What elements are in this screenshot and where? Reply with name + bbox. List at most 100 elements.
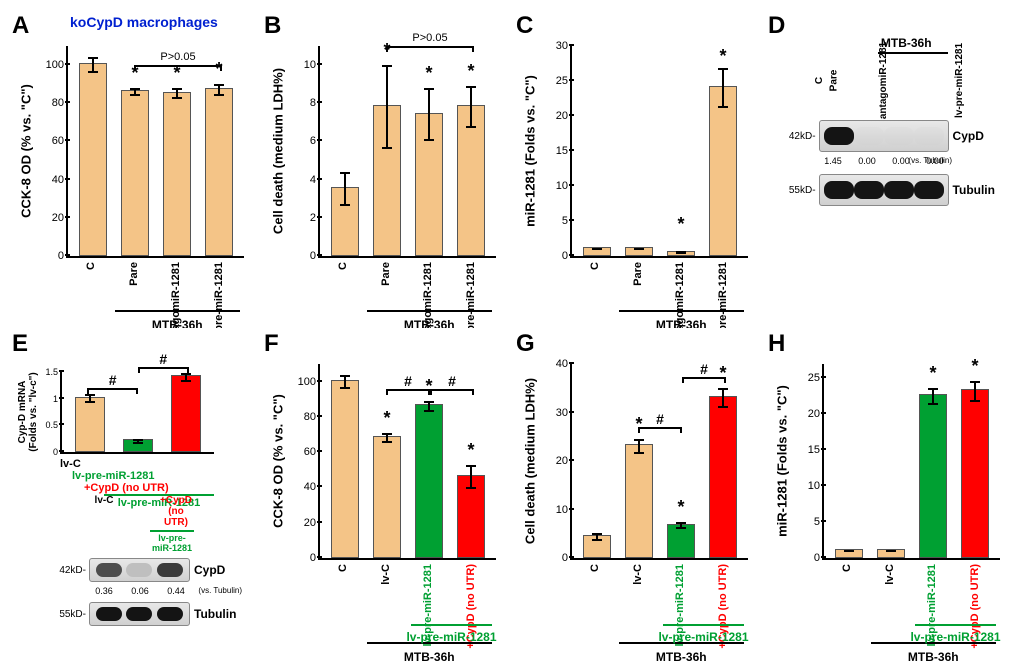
y-tick: 20 <box>304 517 320 529</box>
x-labels: CPareantagomiR-1281lv-pre-miR-1281MTB-36… <box>66 260 244 320</box>
bar-wrap: * <box>450 364 492 558</box>
panel-label: H <box>768 330 785 358</box>
panel-g: GCell death (medium LDH%)010203040***##C… <box>514 328 758 638</box>
group-bracket <box>367 310 492 318</box>
blot-band <box>854 181 884 199</box>
error-bar <box>974 381 976 403</box>
bar <box>171 375 202 452</box>
panel-label: F <box>264 330 279 358</box>
bar-wrap <box>870 364 912 558</box>
y-tick: 20 <box>556 455 572 467</box>
y-tick: 5 <box>814 516 824 528</box>
blot-row: 42kD-CypD <box>50 556 244 584</box>
chart-area: Cell death (medium LDH%)010203040***## <box>570 364 748 560</box>
error-bar <box>386 433 388 444</box>
x-labels: Clv-Clv-pre-miR-1281+CypD (no UTR)MTB-36… <box>822 562 1000 638</box>
subgroup-label: lv-pre-miR-1281 <box>910 630 1000 644</box>
blot-band <box>854 127 884 145</box>
y-axis-label: Cell death (medium LDH%) <box>523 378 538 544</box>
error-bar <box>470 465 472 490</box>
blot-band <box>914 127 944 145</box>
y-tick: 30 <box>556 40 572 52</box>
y-tick: 15 <box>808 444 824 456</box>
panel-h: HmiR-1281 (Folds vs. "C")0510152025**Clv… <box>766 328 1010 638</box>
bar <box>75 397 106 452</box>
bar <box>625 444 652 558</box>
significance-marker: * <box>467 61 474 82</box>
error-bar <box>185 373 187 382</box>
hash-marker: # <box>109 372 117 388</box>
bar-wrap: * <box>408 46 450 256</box>
significance-marker: * <box>929 363 936 384</box>
y-tick: 15 <box>556 145 572 157</box>
error-bar <box>596 533 598 541</box>
y-tick: 30 <box>556 407 572 419</box>
bar <box>205 88 232 256</box>
panel-e-blot: lv-C+CypD (no UTR)lv-pre-miR-128142kD-Cy… <box>50 495 244 634</box>
y-tick: 60 <box>52 135 68 147</box>
y-axis-label: Cyp-D mRNA(Folds vs. "lv-c") <box>17 372 39 452</box>
bar-wrap: * <box>114 46 156 256</box>
bar <box>121 90 148 256</box>
y-tick: 1.5 <box>45 367 62 377</box>
bar-wrap <box>618 46 660 256</box>
y-tick: 60 <box>304 446 320 458</box>
comparison-line: # <box>87 388 138 390</box>
y-axis-label: miR-1281 (Folds vs. "C") <box>523 75 538 227</box>
blot-kd: 55kD- <box>774 185 819 196</box>
bar-wrap <box>324 364 366 558</box>
panel-label: G <box>516 330 535 358</box>
blot-band <box>884 181 914 199</box>
hash-marker: # <box>700 361 708 377</box>
error-bar <box>428 88 430 141</box>
pval-text: P>0.05 <box>412 32 447 44</box>
y-tick: 10 <box>556 180 572 192</box>
significance-marker: * <box>971 356 978 377</box>
error-bar <box>218 84 220 95</box>
bar <box>709 86 736 256</box>
panel-e-chart: Cyp-D mRNA(Folds vs. "lv-c")00.511.5## <box>60 354 244 454</box>
panel-d: DCPareantagomiR-1281lv-pre-miR-1281MTB-3… <box>766 10 1010 320</box>
blot-wrap: CPareantagomiR-1281lv-pre-miR-1281MTB-36… <box>774 40 1002 214</box>
bar-wrap: * <box>618 364 660 558</box>
bar <box>163 92 190 256</box>
error-bar <box>722 388 724 407</box>
bar <box>415 404 442 558</box>
error-bar <box>932 388 934 405</box>
error-bar <box>890 550 892 551</box>
blot-row: 55kD-Tubulin <box>50 600 244 628</box>
chart-area: Cell death (medium LDH%)0246810***P>0.05 <box>318 46 496 258</box>
error-bar <box>137 439 139 444</box>
blot-group-label: MTB-36h <box>881 36 932 50</box>
y-tick: 80 <box>52 97 68 109</box>
chart-area: CCK-8 OD (% vs. "C")020406080100***P>0.0… <box>66 46 244 258</box>
hash-marker: # <box>656 411 664 427</box>
blot-band <box>884 127 914 145</box>
group-bracket <box>115 310 240 318</box>
y-axis-label: CCK-8 OD (% vs. "C") <box>19 84 34 218</box>
bar-wrap: * <box>366 46 408 256</box>
pval-line: P>0.05 <box>134 65 222 67</box>
x-category: lv-C <box>869 562 912 638</box>
y-tick: 100 <box>46 59 68 71</box>
y-tick: 2 <box>310 212 320 224</box>
x-labels: Clv-Clv-pre-miR-1281+CypD (no UTR)MTB-36… <box>570 562 748 638</box>
y-tick: 10 <box>304 59 320 71</box>
error-bar <box>344 172 346 206</box>
x-labels: CPareantagomiR-1281lv-pre-miR-1281MTB-36… <box>570 260 748 320</box>
bar-wrap: * <box>660 364 702 558</box>
comparison-line: # <box>138 367 189 369</box>
pval-text: P>0.05 <box>160 51 195 63</box>
panel-label: B <box>264 12 281 40</box>
x-category: C <box>574 562 617 638</box>
subgroup-label: lv-pre-miR-1281 <box>406 630 496 644</box>
error-bar <box>92 57 94 72</box>
y-tick: 80 <box>304 411 320 423</box>
x-category: lv-C <box>617 562 660 638</box>
panel-f: FCCK-8 OD (% vs. "C")020406080100***##Cl… <box>262 328 506 638</box>
blot-quant-row: 0.360.060.44(vs. Tubulin) <box>86 586 194 596</box>
panel-label: E <box>12 330 28 358</box>
significance-marker: * <box>383 408 390 429</box>
y-tick: 40 <box>52 174 68 186</box>
significance-marker: * <box>467 440 474 461</box>
